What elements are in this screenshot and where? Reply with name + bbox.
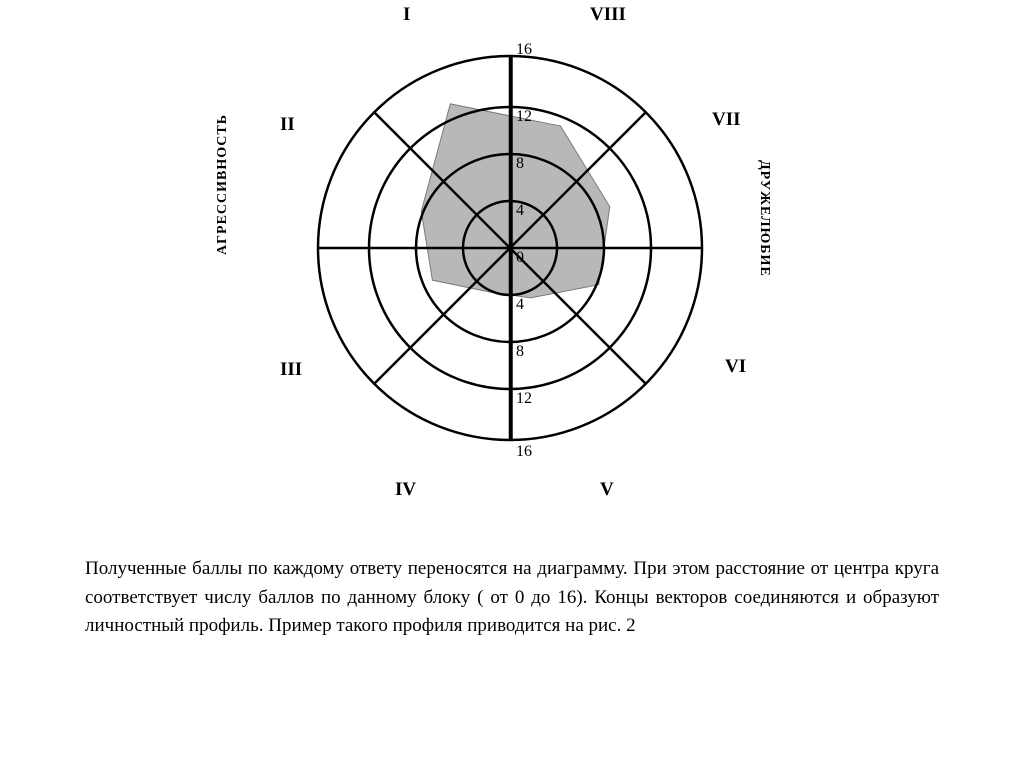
caption-text: Полученные баллы по каждому ответу перен… xyxy=(85,555,939,641)
tick-top-12: 12 xyxy=(516,108,532,125)
polar-diagram: 1612840481216IIIIIIIVVVIVIIVIII xyxy=(260,0,760,520)
side-label-aggressiveness: АГРЕССИВНОСТЬ xyxy=(215,114,231,255)
tick-bottom-12: 12 xyxy=(516,390,532,407)
polar-svg: 1612840481216IIIIIIIVVVIVIIVIII xyxy=(260,0,760,520)
octant-label-I: I xyxy=(403,4,410,25)
octant-label-IV: IV xyxy=(395,479,416,500)
tick-top-4: 4 xyxy=(516,202,524,219)
octant-label-II: II xyxy=(280,114,295,135)
octant-label-VIII: VIII xyxy=(590,4,626,25)
tick-bottom-4: 4 xyxy=(516,296,524,313)
octant-label-V: V xyxy=(600,479,614,500)
tick-top-16: 16 xyxy=(516,41,532,58)
octant-label-VI: VI xyxy=(725,356,746,377)
octant-label-VII: VII xyxy=(712,109,741,130)
tick-top-8: 8 xyxy=(516,155,524,172)
tick-top-0: 0 xyxy=(516,249,524,266)
octant-label-III: III xyxy=(280,359,302,380)
tick-bottom-16: 16 xyxy=(516,443,532,460)
tick-bottom-8: 8 xyxy=(516,343,524,360)
